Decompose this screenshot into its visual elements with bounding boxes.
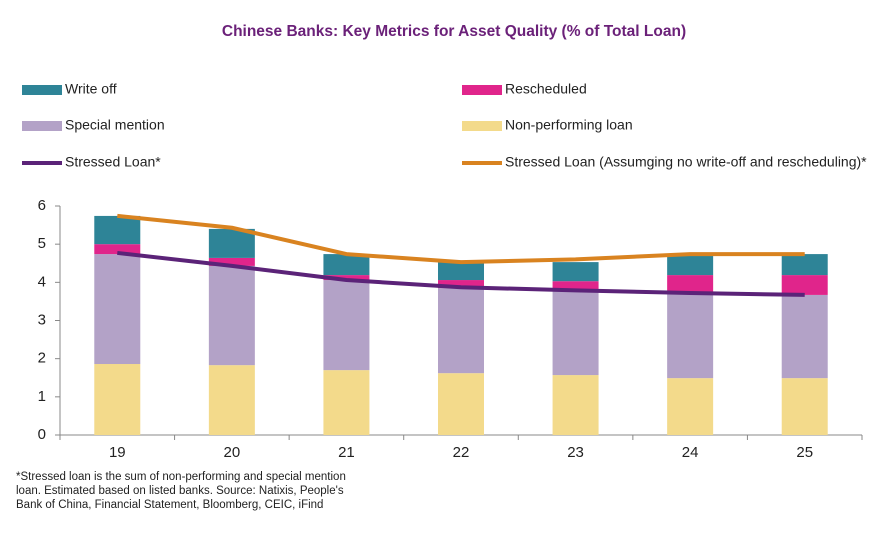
bar-segment [208, 265, 255, 366]
bar-segment [94, 254, 141, 365]
bar-segment [667, 275, 714, 294]
y-tick-label: 4 [38, 273, 46, 290]
y-tick-label: 1 [38, 388, 46, 405]
x-tick-label: 20 [224, 444, 241, 461]
x-tick-label: 19 [109, 444, 126, 461]
bar-segment [323, 280, 370, 371]
bar-segment [552, 375, 599, 435]
bar-segment [781, 378, 828, 435]
line-series [117, 250, 805, 297]
y-tick-label: 3 [38, 311, 46, 328]
bar-segment [208, 228, 255, 258]
bar-segment [208, 365, 255, 435]
legend-label: Stressed Loan* [65, 154, 161, 170]
bar-segment [781, 275, 828, 295]
bar-segment [438, 288, 484, 374]
x-tick-label: 22 [453, 444, 470, 461]
legend-swatch [22, 85, 62, 95]
bar-segment [208, 257, 255, 266]
line-series [117, 213, 805, 265]
bar-segment [323, 275, 370, 281]
x-tick-label: 25 [796, 444, 813, 461]
chart-title: Chinese Banks: Key Metrics for Asset Qua… [222, 23, 686, 40]
y-tick-label: 2 [38, 350, 46, 367]
y-tick-label: 0 [38, 426, 46, 443]
footnote: *Stressed loan is the sum of non-perform… [16, 471, 346, 511]
bar-segment [94, 244, 141, 255]
legend-label: Rescheduled [505, 81, 587, 97]
bar-segment [438, 373, 484, 435]
bar-segment [323, 370, 370, 435]
bar-segment [94, 215, 141, 245]
y-tick-label: 6 [38, 197, 46, 214]
bar-segment [552, 262, 599, 282]
legend-swatch [462, 121, 502, 131]
legend-swatch [462, 85, 502, 95]
x-tick-label: 21 [338, 444, 355, 461]
bar-segment [667, 293, 714, 379]
legend-label: Write off [65, 81, 117, 97]
y-tick-label: 5 [38, 235, 46, 252]
bar-segment [667, 254, 714, 276]
legend-swatch [22, 121, 62, 131]
legend-label: Non-performing loan [505, 117, 633, 133]
bar-segment [552, 281, 599, 292]
bar-segment [552, 291, 599, 376]
x-tick-label: 23 [567, 444, 584, 461]
bar-segment [781, 254, 828, 276]
x-tick-label: 24 [682, 444, 699, 461]
legend-label: Stressed Loan (Assumging no write-off an… [505, 154, 867, 170]
bar-segment [781, 294, 828, 379]
bar-segment [94, 364, 141, 435]
bar-segment [323, 254, 370, 276]
bar-segment [438, 262, 484, 281]
bar-segment [438, 280, 484, 289]
legend-label: Special mention [65, 117, 165, 133]
bar-segment [667, 378, 714, 435]
